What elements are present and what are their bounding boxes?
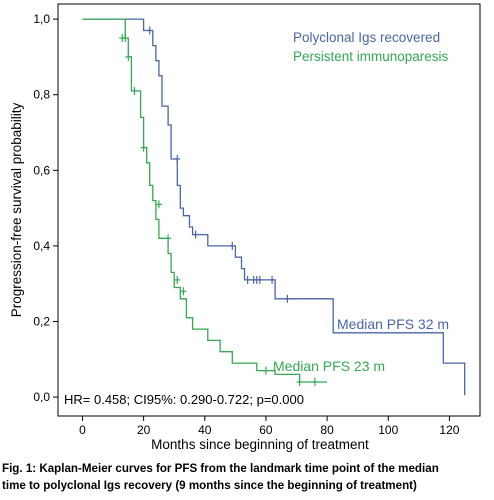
x-axis: 0 20 40 60 80 100 120 bbox=[79, 416, 460, 437]
x-axis-label: Months since beginning of treatment bbox=[151, 437, 369, 452]
y-tick-label: 0,4 bbox=[33, 239, 50, 253]
censor-mark bbox=[244, 275, 251, 284]
figure-caption: Fig. 1: Kaplan-Meier curves for PFS from… bbox=[2, 460, 492, 494]
censor-mark bbox=[229, 241, 236, 250]
median-pfs-label-polyclonal: Median PFS 32 m bbox=[337, 316, 449, 332]
censor-mark bbox=[262, 366, 269, 375]
censor-mark bbox=[284, 294, 291, 303]
censor-mark bbox=[269, 275, 276, 284]
series-line-persistent bbox=[82, 18, 328, 383]
x-tick-label: 20 bbox=[137, 423, 151, 437]
x-tick-label: 80 bbox=[320, 423, 334, 437]
series-layer bbox=[82, 18, 466, 396]
censor-mark bbox=[174, 275, 181, 284]
censor-mark bbox=[155, 200, 162, 209]
censor-mark bbox=[296, 377, 303, 386]
y-axis-label: Progression-free survival probability bbox=[9, 102, 24, 317]
legend-entry-persistent: Persistent immunoparesis bbox=[293, 49, 449, 64]
censor-mark bbox=[311, 377, 318, 386]
censor-mark bbox=[165, 234, 172, 243]
censor-layer bbox=[119, 26, 318, 386]
median-pfs-label-persistent: Median PFS 23 m bbox=[273, 358, 385, 374]
x-tick-label: 120 bbox=[439, 423, 459, 437]
plot-area-frame bbox=[57, 3, 481, 417]
censor-mark bbox=[146, 26, 153, 35]
y-tick-label: 0,2 bbox=[33, 315, 50, 329]
censor-mark bbox=[192, 230, 199, 239]
x-tick-label: 60 bbox=[259, 423, 273, 437]
kaplan-meier-chart: 0 20 40 60 80 100 120 0,0 0,2 0,4 0,6 0,8 1,0 Polyc… bbox=[9, 3, 481, 452]
caption-line-1: Fig. 1: Kaplan-Meier curves for PFS from… bbox=[2, 462, 439, 475]
hazard-ratio-annotation: HR= 0.458; CI95%: 0.290-0.722; p=0.000 bbox=[64, 392, 304, 407]
y-axis: 0,0 0,2 0,4 0,6 0,8 1,0 bbox=[33, 12, 58, 404]
censor-mark bbox=[174, 154, 181, 163]
y-tick-label: 1,0 bbox=[33, 12, 50, 26]
y-tick-label: 0,0 bbox=[33, 390, 50, 404]
x-tick-label: 100 bbox=[378, 423, 398, 437]
censor-mark bbox=[131, 86, 138, 95]
series-line-polyclonal bbox=[82, 18, 466, 396]
censor-mark bbox=[125, 52, 132, 61]
censor-mark bbox=[180, 287, 187, 296]
legend-entry-polyclonal: Polyclonal Igs recovered bbox=[293, 30, 440, 45]
x-tick-label: 40 bbox=[198, 423, 212, 437]
censor-mark bbox=[256, 275, 263, 284]
censor-mark bbox=[122, 34, 129, 43]
y-tick-label: 0,8 bbox=[33, 88, 50, 102]
censor-mark bbox=[140, 143, 147, 152]
x-tick-label: 0 bbox=[79, 423, 86, 437]
caption-line-2: time to polyclonal Igs recovery (9 month… bbox=[2, 479, 417, 492]
y-tick-label: 0,6 bbox=[33, 163, 50, 177]
